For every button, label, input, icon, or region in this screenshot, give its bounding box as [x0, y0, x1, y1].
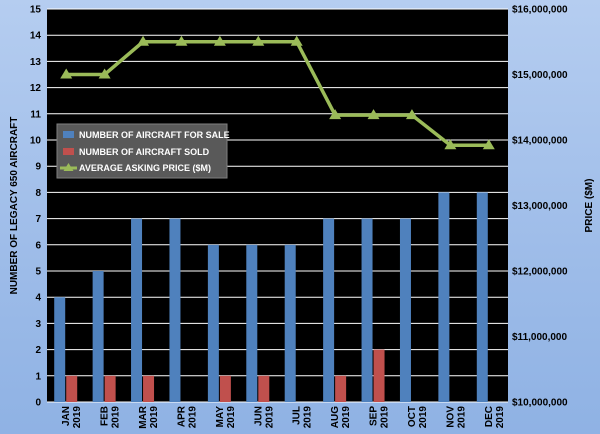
bar-sold [104, 375, 116, 402]
bar-sold [258, 375, 270, 402]
right-tick-label: $16,000,000 [512, 5, 568, 16]
price-marker [405, 109, 418, 120]
x-tick-label: JAN2019 [61, 406, 83, 429]
left-tick-label: 3 [35, 319, 41, 330]
bar-for-sale [361, 218, 373, 402]
right-tick-label: $14,000,000 [512, 136, 568, 147]
left-tick-label: 4 [35, 293, 41, 304]
bar-for-sale [399, 218, 411, 402]
left-tick-label: 11 [30, 109, 41, 120]
right-tick-label: $11,000,000 [512, 332, 567, 343]
left-axis-title: NUMBER OF LEGACY 650 AIRCRAFT [9, 117, 20, 295]
price-marker [60, 68, 73, 79]
legend-label-price: AVERAGE ASKING PRICE ($M) [79, 163, 211, 173]
right-tick-label: $15,000,000 [512, 70, 568, 81]
x-tick-label: NOV2019 [445, 406, 467, 429]
x-tick-label: DEC2019 [484, 406, 506, 429]
x-tick-label: JUL2019 [292, 406, 314, 429]
bar-for-sale [131, 218, 143, 402]
legend-label-for-sale: NUMBER OF AIRCRAFT FOR SALE [79, 130, 230, 140]
left-tick-label: 7 [35, 214, 41, 225]
bar-sold [66, 375, 78, 402]
price-marker [482, 139, 495, 150]
bar-sold [335, 375, 347, 402]
left-tick-label: 2 [35, 345, 41, 356]
left-tick-label: 10 [30, 136, 42, 147]
x-tick-label: AUG2019 [330, 406, 352, 429]
plot-area [47, 9, 508, 402]
x-tick-label: JUN2019 [253, 406, 275, 429]
left-tick-label: 5 [35, 267, 41, 278]
left-tick-label: 0 [35, 398, 41, 409]
x-tick-label: MAR2019 [138, 405, 160, 429]
left-tick-label: 1 [35, 371, 41, 382]
price-marker [98, 68, 111, 79]
x-tick-label: SEP2019 [369, 406, 391, 429]
right-tick-label: $10,000,000 [512, 398, 568, 409]
legend-swatch-sold [63, 148, 74, 155]
left-tick-label: 13 [30, 57, 42, 68]
legend-box [56, 123, 228, 179]
left-tick-label: 15 [30, 5, 42, 16]
left-tick-label: 8 [35, 188, 41, 199]
bar-sold [373, 349, 385, 402]
left-tick-label: 12 [30, 83, 42, 94]
bar-sold [219, 375, 231, 402]
price-marker [329, 109, 342, 120]
bar-for-sale [92, 271, 104, 402]
bar-sold [143, 375, 155, 402]
left-tick-label: 9 [35, 162, 41, 173]
x-tick-label: FEB2019 [100, 406, 122, 429]
right-axis-title: PRICE ($M) [584, 179, 595, 233]
price-marker [175, 35, 188, 46]
x-tick-label: APR2019 [176, 405, 198, 428]
bar-for-sale [207, 244, 219, 402]
right-tick-label: $12,000,000 [512, 267, 568, 278]
left-tick-label: 14 [30, 31, 42, 42]
price-line [66, 40, 489, 147]
price-marker [137, 35, 150, 46]
price-marker [213, 35, 226, 46]
legend-label-sold: NUMBER OF AIRCRAFT SOLD [79, 147, 210, 157]
x-tick-label: OCT2019 [407, 406, 429, 429]
legend-marker-price [63, 163, 74, 171]
price-marker [290, 35, 303, 46]
bar-for-sale [54, 297, 66, 402]
bar-for-sale [438, 192, 450, 402]
legend: NUMBER OF AIRCRAFT FOR SALE NUMBER OF AI… [56, 123, 230, 179]
left-tick-label: 6 [35, 240, 41, 251]
price-marker [252, 35, 265, 46]
bar-for-sale [169, 218, 181, 402]
price-marker [367, 109, 380, 120]
bar-for-sale [284, 244, 296, 402]
x-tick-label: MAY2019 [215, 406, 237, 429]
price-marker [444, 139, 457, 150]
bar-for-sale [476, 192, 488, 402]
bar-for-sale [323, 218, 335, 402]
right-tick-label: $13,000,000 [512, 201, 568, 212]
legend-swatch-for-sale [63, 131, 74, 138]
bar-for-sale [246, 244, 258, 402]
